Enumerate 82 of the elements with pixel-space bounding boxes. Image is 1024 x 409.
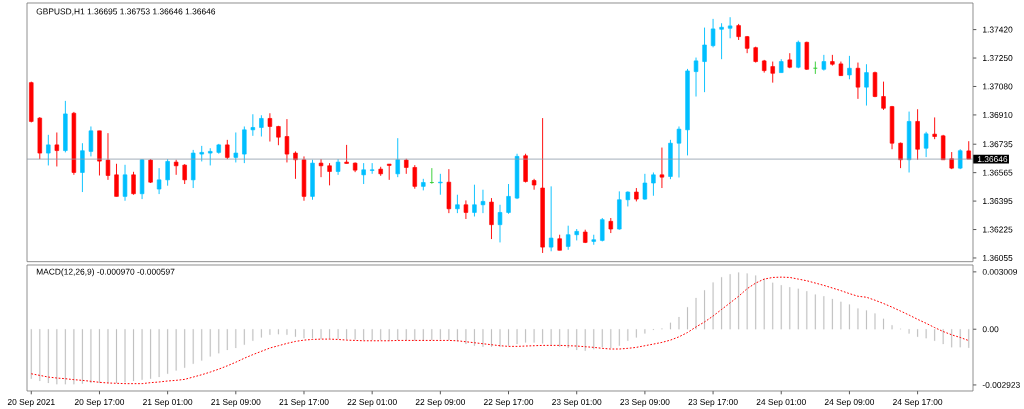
x-tick-label: 23 Sep 09:00 xyxy=(620,399,670,407)
y-tick-label: -0.002923 xyxy=(982,381,1020,388)
candlestick xyxy=(284,118,290,163)
candlestick xyxy=(497,204,503,243)
candlestick xyxy=(165,158,170,187)
y-tick-label: 1.36055 xyxy=(983,254,1013,261)
candlestick xyxy=(565,225,571,251)
candlestick xyxy=(864,63,869,107)
candlestick xyxy=(770,61,775,84)
candlestick xyxy=(267,112,273,142)
y-tick-label: 1.36225 xyxy=(983,226,1013,233)
candlestick xyxy=(531,178,537,191)
candlestick xyxy=(250,113,256,137)
candlestick xyxy=(387,163,392,181)
candlestick xyxy=(131,171,136,196)
candlestick xyxy=(88,126,94,157)
candlestick xyxy=(881,81,886,111)
candlestick xyxy=(46,134,51,166)
x-tick-label: 23 Sep 17:00 xyxy=(688,399,738,407)
y-tick-label: 0.00 xyxy=(982,326,999,333)
candlestick xyxy=(438,173,443,196)
chart-title: MACD(12,26,9) -0.000970 -0.000597 xyxy=(36,268,175,277)
x-tick-label: 22 Sep 01:00 xyxy=(347,399,397,407)
candlestick xyxy=(821,54,827,72)
candlestick xyxy=(923,131,929,158)
x-tick-label: 21 Sep 01:00 xyxy=(143,399,193,407)
candlestick xyxy=(455,194,460,214)
x-tick-label: 21 Sep 09:00 xyxy=(211,399,261,407)
candlestick xyxy=(182,163,187,185)
x-tick-label: 23 Sep 01:00 xyxy=(552,399,602,407)
ref-line-label: 1.36646 xyxy=(977,156,1008,163)
candlestick xyxy=(651,172,656,197)
candlestick xyxy=(676,126,682,178)
candlestick xyxy=(105,132,111,181)
y-tick-label: 1.36395 xyxy=(983,198,1013,205)
candlestick xyxy=(369,162,375,175)
candlestick xyxy=(710,18,716,48)
candlestick xyxy=(932,116,937,140)
candlestick xyxy=(259,114,264,137)
candlestick xyxy=(506,183,511,215)
candlestick xyxy=(727,16,733,39)
x-tick-label: 20 Sep 17:00 xyxy=(74,399,125,407)
y-tick-label: 0.003009 xyxy=(982,268,1018,275)
x-tick-label: 20 Sep 2021 xyxy=(7,399,55,407)
candlestick xyxy=(719,22,724,60)
candlestick xyxy=(847,55,852,80)
y-tick-label: 1.36565 xyxy=(983,169,1013,176)
y-tick-label: 1.37080 xyxy=(983,83,1013,90)
x-tick-label: 22 Sep 09:00 xyxy=(415,399,465,407)
x-tick-label: 24 Sep 17:00 xyxy=(893,399,943,407)
candlestick xyxy=(122,164,128,202)
candlestick xyxy=(898,142,903,169)
y-tick-label: 1.36735 xyxy=(983,141,1013,148)
candlestick xyxy=(489,197,494,240)
candlestick xyxy=(361,162,366,185)
candlestick xyxy=(855,62,861,100)
candlestick xyxy=(156,167,162,195)
candlestick xyxy=(659,147,665,189)
x-tick-label: 21 Sep 17:00 xyxy=(279,399,329,407)
candlestick xyxy=(702,27,707,93)
candlestick xyxy=(472,184,477,217)
candlestick xyxy=(548,185,554,252)
candlestick xyxy=(114,163,119,197)
candlestick xyxy=(344,144,349,164)
y-tick-label: 1.37420 xyxy=(983,26,1013,33)
candlestick xyxy=(480,189,486,214)
candlestick xyxy=(327,162,332,186)
candlestick xyxy=(463,199,469,220)
candlestick xyxy=(233,132,239,163)
candlestick xyxy=(395,137,400,178)
candlestick xyxy=(693,57,699,97)
x-tick-label: 24 Sep 01:00 xyxy=(756,399,806,407)
y-tick-label: 1.37250 xyxy=(983,55,1013,62)
candlestick xyxy=(642,173,648,201)
x-tick-label: 24 Sep 09:00 xyxy=(824,399,875,407)
candlestick xyxy=(412,164,417,190)
candlestick xyxy=(54,132,60,167)
candlestick xyxy=(318,158,324,178)
y-tick-label: 1.36910 xyxy=(983,111,1013,118)
x-tick-label: 22 Sep 17:00 xyxy=(483,399,534,407)
candlestick xyxy=(80,142,85,193)
text: GBPUSD,H1 1.36695 1.36753 1.36646 1.36646 xyxy=(36,8,216,16)
